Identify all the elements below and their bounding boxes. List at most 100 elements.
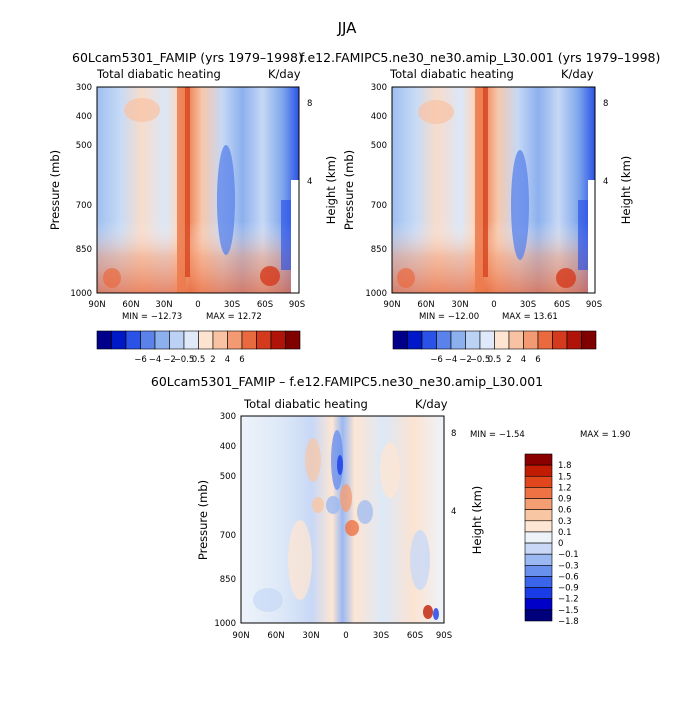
colorbar-swatch [523, 330, 539, 350]
x-tick: 60N [122, 300, 139, 310]
colorbar-swatch [111, 330, 127, 350]
colorbar-swatch [212, 330, 228, 350]
colorbar-label: −6 [430, 355, 443, 365]
height-tick-8: 8 [307, 99, 312, 109]
x-tick: 60N [417, 300, 434, 310]
x-tick: 60S [407, 631, 423, 641]
colorbar-label: 2 [210, 355, 215, 365]
y-tick-300: 300 [371, 83, 387, 93]
difference-y-ticks: 300 400 500 700 850 1000 [214, 412, 236, 629]
y-tick-300: 300 [220, 412, 236, 422]
top-left-x-ticks: 90N 60N 30N 0 30S 60S 90S [88, 300, 305, 310]
colorbar-label: 1.8 [558, 461, 572, 471]
colorbar-swatch [524, 576, 553, 588]
colorbar-label: −0.5 [174, 355, 195, 365]
colorbar-label: −4 [149, 355, 162, 365]
y-tick-850: 850 [220, 575, 236, 585]
top-right-min: MIN = −12.00 [419, 312, 479, 322]
colorbar-label: 0 [558, 539, 563, 549]
colorbar-label: −2 [459, 355, 472, 365]
x-tick: 0 [343, 631, 348, 641]
y-tick-700: 700 [220, 531, 236, 541]
difference-min: MIN = −1.54 [470, 430, 525, 440]
colorbar-label: −1.5 [558, 606, 579, 616]
height-tick-4: 4 [307, 177, 312, 187]
colorbar-label: 6 [535, 355, 540, 365]
colorbar-label: 0.6 [558, 506, 572, 516]
colorbar-swatch [524, 565, 553, 577]
difference-max: MAX = 1.90 [580, 430, 630, 440]
colorbar-swatch [566, 330, 582, 350]
colorbar-swatch [125, 330, 141, 350]
colorbar-swatch [183, 330, 199, 350]
colorbar-swatch [140, 330, 156, 350]
colorbar-swatch [479, 330, 495, 350]
colorbar-swatch [524, 542, 553, 555]
y-tick-850: 850 [76, 245, 92, 255]
colorbar-label: −0.1 [558, 550, 579, 560]
top-left-frame [96, 86, 300, 294]
colorbar-swatch [270, 330, 286, 350]
x-tick: 60S [257, 300, 273, 310]
y-tick-500: 500 [371, 141, 387, 151]
top-right-x-ticks: 90N 60N 30N 0 30S 60S 90S [383, 300, 602, 310]
colorbar-label: −0.6 [558, 572, 579, 582]
colorbar-swatch [524, 464, 553, 477]
colorbar-swatch [524, 498, 553, 510]
y-tick-300: 300 [76, 83, 92, 93]
x-tick: 90S [289, 300, 305, 310]
x-tick: 0 [491, 300, 496, 310]
top-right-ylabel: Pressure (mb) [342, 150, 356, 230]
colorbar-label: 1.5 [558, 472, 572, 482]
colorbar-swatch [169, 330, 185, 350]
colorbar-label: 4 [521, 355, 526, 365]
colorbar-label: −4 [445, 355, 458, 365]
colorbar-swatch [436, 330, 452, 350]
colorbar-swatch [407, 330, 423, 350]
colorbar-swatch [198, 330, 214, 350]
top-left-colorbar: −6 −4 −2−0.50.5 2 4 6 [96, 330, 301, 365]
colorbar-label: 1.2 [558, 483, 572, 493]
colorbar-swatch [494, 330, 510, 350]
colorbar-label: −0.5 [470, 355, 491, 365]
top-right-max: MAX = 13.61 [502, 312, 558, 322]
x-tick: 30N [302, 631, 319, 641]
top-left-variable: Total diabatic heating [96, 67, 221, 81]
top-right-right-ticks: 8 4 [603, 99, 608, 187]
y-tick-1000: 1000 [365, 289, 387, 299]
x-tick: 90N [88, 300, 105, 310]
top-right-title: f.e12.FAMIPC5.ne30_ne30.amip_L30.001 (yr… [300, 50, 660, 65]
x-tick: 60S [554, 300, 570, 310]
colorbar-swatch [392, 330, 408, 350]
difference-units: K/day [415, 397, 448, 411]
colorbar-label: −0.3 [558, 561, 579, 571]
colorbar-swatch [581, 330, 597, 350]
x-tick: 0 [195, 300, 200, 310]
colorbar-swatch [524, 520, 553, 533]
top-left-right-ticks: 8 4 [307, 99, 312, 187]
colorbar-label: 0.3 [558, 517, 572, 527]
colorbar-swatch [552, 330, 568, 350]
colorbar-swatch [256, 330, 272, 350]
x-tick: 30S [520, 300, 536, 310]
colorbar-swatch [524, 509, 553, 522]
colorbar-label: 6 [239, 355, 244, 365]
x-tick: 90N [383, 300, 400, 310]
x-tick: 90N [232, 631, 249, 641]
colorbar-swatch [524, 531, 553, 544]
height-tick-8: 8 [603, 99, 608, 109]
colorbar-label: 0.1 [558, 528, 572, 538]
colorbar-swatch [450, 330, 466, 350]
colorbar-swatch [524, 598, 553, 611]
colorbar-swatch [421, 330, 437, 350]
top-left-min: MIN = −12.73 [122, 312, 182, 322]
season-title: JJA [337, 19, 358, 37]
top-left-field [97, 87, 299, 293]
x-tick: 30S [224, 300, 240, 310]
top-left-ylabel: Pressure (mb) [48, 150, 62, 230]
colorbar-label: 2 [506, 355, 511, 365]
y-tick-400: 400 [371, 112, 387, 122]
colorbar-swatch [96, 330, 112, 350]
difference-x-ticks: 90N 60N 30N 0 30S 60S 90S [232, 631, 452, 641]
panel-top-right: f.e12.FAMIPC5.ne30_ne30.amip_L30.001 (yr… [300, 50, 660, 365]
